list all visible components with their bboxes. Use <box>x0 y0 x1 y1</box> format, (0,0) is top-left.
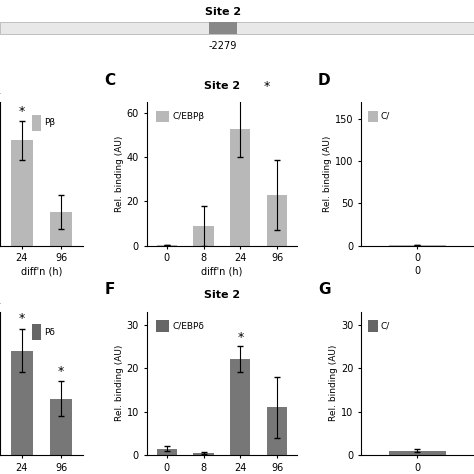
Bar <box>368 111 378 122</box>
Bar <box>193 226 214 246</box>
Bar <box>389 451 446 455</box>
Text: *: * <box>18 105 25 118</box>
Text: F: F <box>104 282 115 297</box>
Bar <box>11 140 33 246</box>
Bar <box>209 21 237 34</box>
Bar <box>193 453 214 455</box>
Bar <box>230 359 250 455</box>
Bar <box>50 212 72 246</box>
Text: C/: C/ <box>380 321 389 330</box>
Bar <box>11 351 33 455</box>
Text: -2279: -2279 <box>209 41 237 51</box>
Bar <box>156 245 177 246</box>
Text: Pδ: Pδ <box>44 328 55 337</box>
Y-axis label: Rel. binding (AU): Rel. binding (AU) <box>115 136 124 212</box>
Text: C/: C/ <box>380 112 389 121</box>
X-axis label: diff'n (h): diff'n (h) <box>201 266 243 276</box>
Bar <box>50 399 72 455</box>
Text: e 1: e 1 <box>0 296 1 306</box>
Bar <box>156 448 177 455</box>
Bar <box>155 111 169 122</box>
Bar <box>368 320 378 332</box>
Text: C: C <box>104 73 116 88</box>
X-axis label: diff'n (h): diff'n (h) <box>21 266 62 276</box>
Bar <box>155 320 169 332</box>
Y-axis label: Rel. binding (AU): Rel. binding (AU) <box>323 136 332 212</box>
Text: *: * <box>18 312 25 326</box>
Bar <box>230 128 250 246</box>
Text: Pβ: Pβ <box>44 118 55 128</box>
Bar <box>267 407 287 455</box>
Text: Site 2: Site 2 <box>205 7 241 17</box>
Y-axis label: Rel. binding (AU): Rel. binding (AU) <box>115 345 124 421</box>
Text: *: * <box>58 365 64 378</box>
Bar <box>0 21 474 34</box>
Text: *: * <box>237 331 244 344</box>
Text: Site 2: Site 2 <box>204 81 240 91</box>
Text: G: G <box>318 282 330 297</box>
Text: Site 2: Site 2 <box>204 290 240 300</box>
Text: D: D <box>318 73 330 88</box>
Bar <box>267 195 287 246</box>
Y-axis label: Rel. binding (AU): Rel. binding (AU) <box>329 345 338 421</box>
Text: C/EBPβ: C/EBPβ <box>172 112 204 121</box>
Text: *: * <box>264 81 270 93</box>
Text: C/EBPδ: C/EBPδ <box>172 321 204 330</box>
Text: e 1: e 1 <box>0 86 1 96</box>
Bar <box>31 324 41 340</box>
X-axis label: 0: 0 <box>414 266 420 276</box>
Bar <box>31 115 41 131</box>
